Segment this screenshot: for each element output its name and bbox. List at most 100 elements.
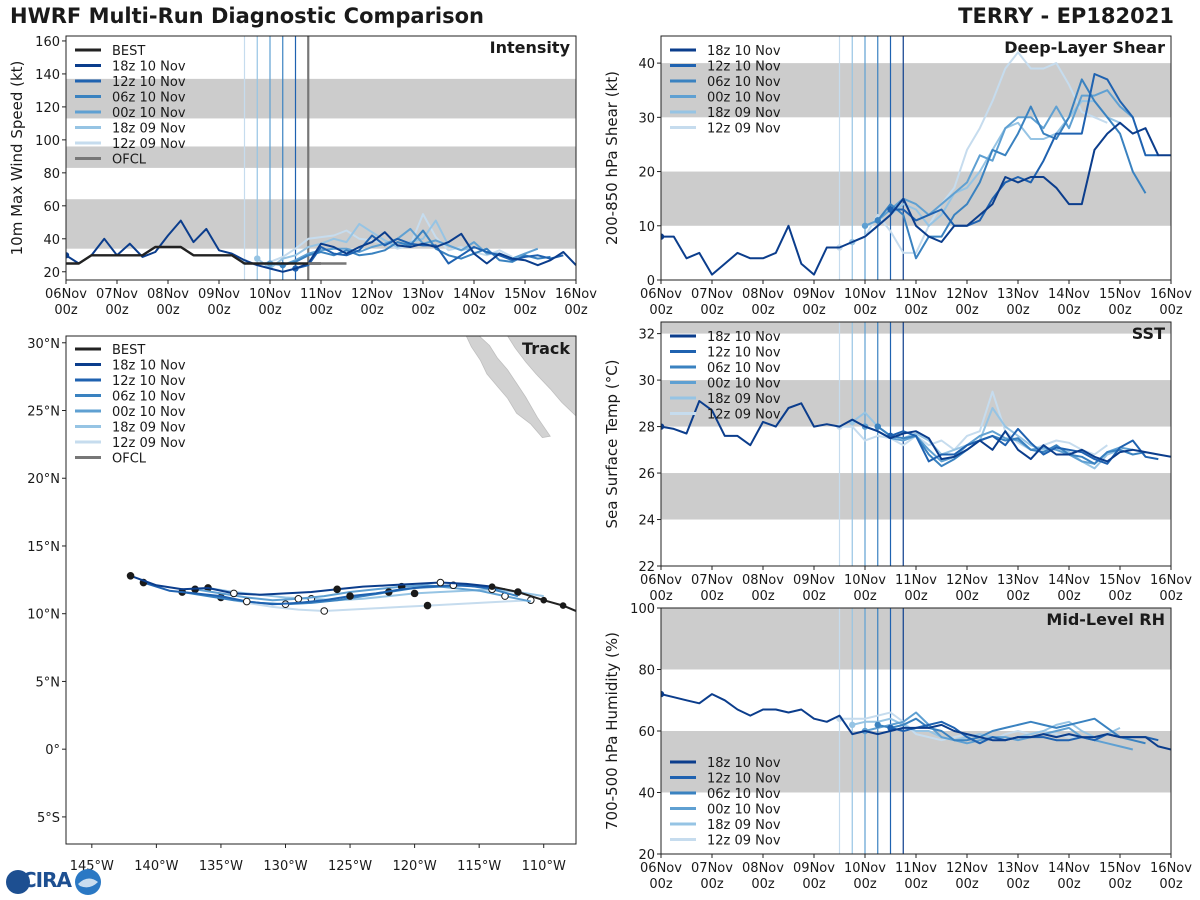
sst-xtick-hour: 00z	[700, 589, 724, 604]
rh-ytick-label: 100	[630, 602, 655, 617]
intensity-xtick-day: 15Nov	[504, 287, 546, 302]
track-ytick-label: 5°S	[37, 811, 60, 826]
intensity-title: Intensity	[490, 38, 571, 57]
sst-plot-area	[661, 322, 1171, 566]
track-day-marker	[230, 589, 238, 598]
intensity-xtick-hour: 00z	[513, 303, 537, 318]
track-ytick-label: 30°N	[27, 337, 60, 352]
sst-xtick-day: 07Nov	[691, 573, 733, 588]
shear-series-line	[877, 78, 1147, 260]
intensity-xtick-hour: 00z	[564, 303, 588, 318]
cira-logo: CIRA	[4, 866, 104, 898]
shear-init-marker	[661, 233, 665, 240]
track-legend-label: 00z 10 Nov	[112, 405, 186, 420]
rh-xtick-day: 06Nov	[640, 861, 682, 876]
track-xtick-label: 130°W	[263, 859, 307, 874]
shear-xtick-day: 09Nov	[793, 287, 835, 302]
shear-xtick-hour: 00z	[955, 303, 979, 318]
rh-init-marker	[661, 690, 665, 698]
intensity-xtick-day: 14Nov	[453, 287, 495, 302]
figure-title: HWRF Multi-Run Diagnostic Comparison	[10, 4, 485, 28]
track-xtick-label: 135°W	[199, 859, 243, 874]
sst-xtick-hour: 00z	[904, 589, 928, 604]
intensity-legend-label: 06z 10 Nov	[112, 91, 186, 106]
shear-xtick-hour: 00z	[649, 303, 673, 318]
shear-legend-label: 12z 10 Nov	[707, 60, 781, 75]
sst-xtick-day: 15Nov	[1099, 573, 1141, 588]
rh-xtick-hour: 00z	[1057, 877, 1081, 892]
globe-icon	[6, 870, 30, 894]
shear-ytick-label: 30	[638, 111, 655, 126]
sst-series-line	[661, 400, 1171, 463]
track-frame	[65, 335, 577, 845]
shear-band	[661, 171, 1171, 226]
sst-xtick-day: 08Nov	[742, 573, 784, 588]
track-legend-label: 18z 10 Nov	[112, 359, 186, 374]
intensity-xtick-hour: 00z	[156, 303, 180, 318]
rh-xtick-day: 09Nov	[793, 861, 835, 876]
intensity-legend-label: OFCL	[112, 153, 147, 168]
shear-panel: 01020304006Nov00z07Nov00z08Nov00z09Nov00…	[603, 35, 1192, 318]
shear-band	[661, 63, 1171, 118]
sst-xtick-hour: 00z	[1057, 589, 1081, 604]
track-series-line	[194, 584, 532, 603]
intensity-legend-label: 12z 10 Nov	[112, 75, 186, 90]
shear-legend-label: 18z 10 Nov	[707, 44, 781, 59]
track-day-marker	[126, 571, 135, 580]
intensity-xtick-hour: 00z	[258, 303, 282, 318]
track-xtick-label: 140°W	[134, 859, 178, 874]
shear-xtick-day: 15Nov	[1099, 287, 1141, 302]
intensity-xtick-day: 13Nov	[402, 287, 444, 302]
rh-title: Mid-Level RH	[1046, 610, 1165, 629]
rh-xtick-hour: 00z	[1108, 877, 1132, 892]
intensity-legend-label: 18z 10 Nov	[112, 60, 186, 75]
sst-ytick-label: 30	[638, 374, 655, 389]
rh-xtick-day: 11Nov	[895, 861, 937, 876]
rh-legend-label: 12z 09 Nov	[707, 834, 781, 849]
intensity-xtick-day: 16Nov	[555, 287, 597, 302]
shear-ytick-label: 10	[638, 220, 655, 235]
sst-xtick-day: 13Nov	[997, 573, 1039, 588]
shear-xtick-day: 10Nov	[844, 287, 886, 302]
sst-legend-label: 12z 09 Nov	[707, 408, 781, 423]
shear-xtick-hour: 00z	[1006, 303, 1030, 318]
track-map-area	[126, 336, 586, 617]
shear-init-marker	[874, 217, 881, 224]
intensity-xtick-hour: 00z	[309, 303, 333, 318]
shear-xtick-hour: 00z	[802, 303, 826, 318]
shear-xtick-day: 08Nov	[742, 287, 784, 302]
shear-xtick-hour: 00z	[751, 303, 775, 318]
track-series-line	[220, 596, 531, 612]
mexico-mainland-land	[507, 336, 576, 417]
sst-legend-label: 00z 10 Nov	[707, 377, 781, 392]
intensity-xtick-hour: 00z	[105, 303, 129, 318]
rh-init-marker	[849, 721, 856, 729]
track-best-marker	[579, 610, 586, 617]
track-best-marker	[488, 583, 496, 590]
shear-plot-area	[661, 36, 1171, 280]
shear-ytick-label: 0	[647, 274, 655, 289]
rh-xtick-hour: 00z	[700, 877, 724, 892]
track-legend-label: 06z 10 Nov	[112, 390, 186, 405]
rh-xtick-day: 08Nov	[742, 861, 784, 876]
shear-legend-label: 12z 09 Nov	[707, 122, 781, 137]
shear-xtick-hour: 00z	[1108, 303, 1132, 318]
sst-legend-label: 18z 10 Nov	[707, 330, 781, 345]
track-series-line	[143, 581, 506, 606]
rh-legend-label: 00z 10 Nov	[707, 803, 781, 818]
rh-ylabel: 700-500 hPa Humidity (%)	[603, 632, 621, 830]
track-day-marker	[423, 601, 432, 610]
sst-init-marker	[874, 423, 881, 430]
intensity-init-marker	[66, 252, 70, 259]
intensity-xtick-day: 10Nov	[249, 287, 291, 302]
rh-band	[661, 731, 1171, 793]
sst-ytick-label: 22	[638, 560, 655, 575]
rh-xtick-hour: 00z	[1159, 877, 1183, 892]
intensity-ytick-label: 120	[35, 101, 60, 116]
track-ytick-label: 5°N	[36, 675, 61, 690]
shear-legend-label: 06z 10 Nov	[707, 75, 781, 90]
track-ytick-label: 25°N	[27, 405, 60, 420]
rh-xtick-day: 16Nov	[1150, 861, 1192, 876]
shear-legend-label: 18z 09 Nov	[707, 106, 781, 121]
